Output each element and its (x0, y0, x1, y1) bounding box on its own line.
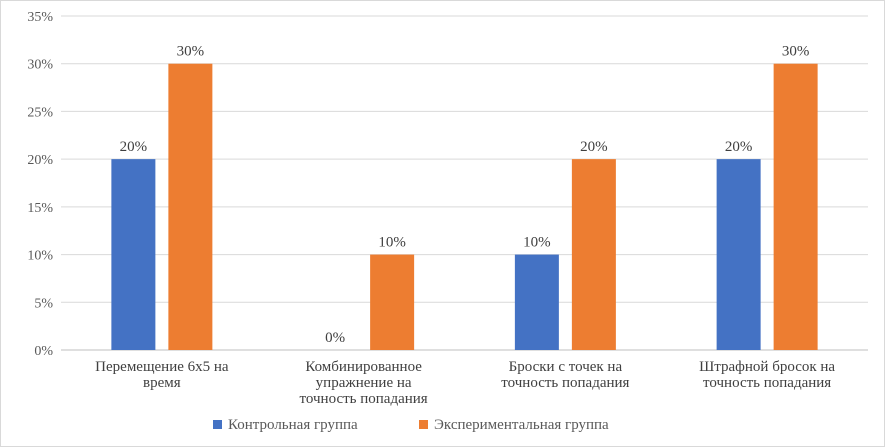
category-label: Штрафной бросок на точность попадания (699, 359, 835, 391)
category-label: Комбинированное упражнение на точность поп… (300, 359, 428, 407)
legend-item: Контрольная группа (213, 417, 358, 433)
y-tick-label: 30% (27, 58, 53, 73)
bars (111, 63, 818, 350)
data-labels: 20% 30% 0% 10% 10% 20% 20% 30% (120, 44, 810, 346)
bar (514, 254, 559, 350)
data-label: 30% (177, 44, 205, 60)
data-label: 20% (725, 139, 753, 155)
data-label: 0% (325, 330, 345, 346)
data-label: 20% (580, 139, 608, 155)
x-axis-categories: Перемещение 6х5 на время Комбинированное уп… (95, 359, 835, 407)
legend-label: Экспериментальная группа (434, 417, 609, 433)
y-axis-ticks: 0% 5% 10% 15% 20% 25% 30% 35% (27, 10, 53, 359)
y-tick-label: 0% (34, 344, 53, 359)
bar (571, 159, 616, 350)
legend-swatch (419, 420, 428, 429)
legend-swatch (213, 420, 222, 429)
bar (168, 63, 213, 350)
bar (370, 254, 415, 350)
y-tick-label: 10% (27, 249, 53, 264)
data-label: 10% (523, 235, 551, 251)
legend-label: Контрольная группа (228, 417, 358, 433)
y-tick-label: 15% (27, 201, 53, 216)
y-tick-label: 35% (27, 10, 53, 25)
bar (111, 159, 156, 350)
legend: Контрольная группа Экспериментальная груп… (213, 417, 609, 433)
y-tick-label: 20% (27, 153, 53, 168)
category-label: Перемещение 6х5 на время (95, 359, 229, 391)
legend-item: Экспериментальная группа (419, 417, 609, 433)
data-label: 30% (782, 44, 810, 60)
bar (716, 159, 761, 350)
category-label: Броски с точек на точность попадания (501, 359, 629, 391)
y-tick-label: 25% (27, 105, 53, 120)
data-label: 20% (120, 139, 148, 155)
data-label: 10% (378, 235, 406, 251)
y-tick-label: 5% (34, 296, 53, 311)
bar (773, 63, 818, 350)
